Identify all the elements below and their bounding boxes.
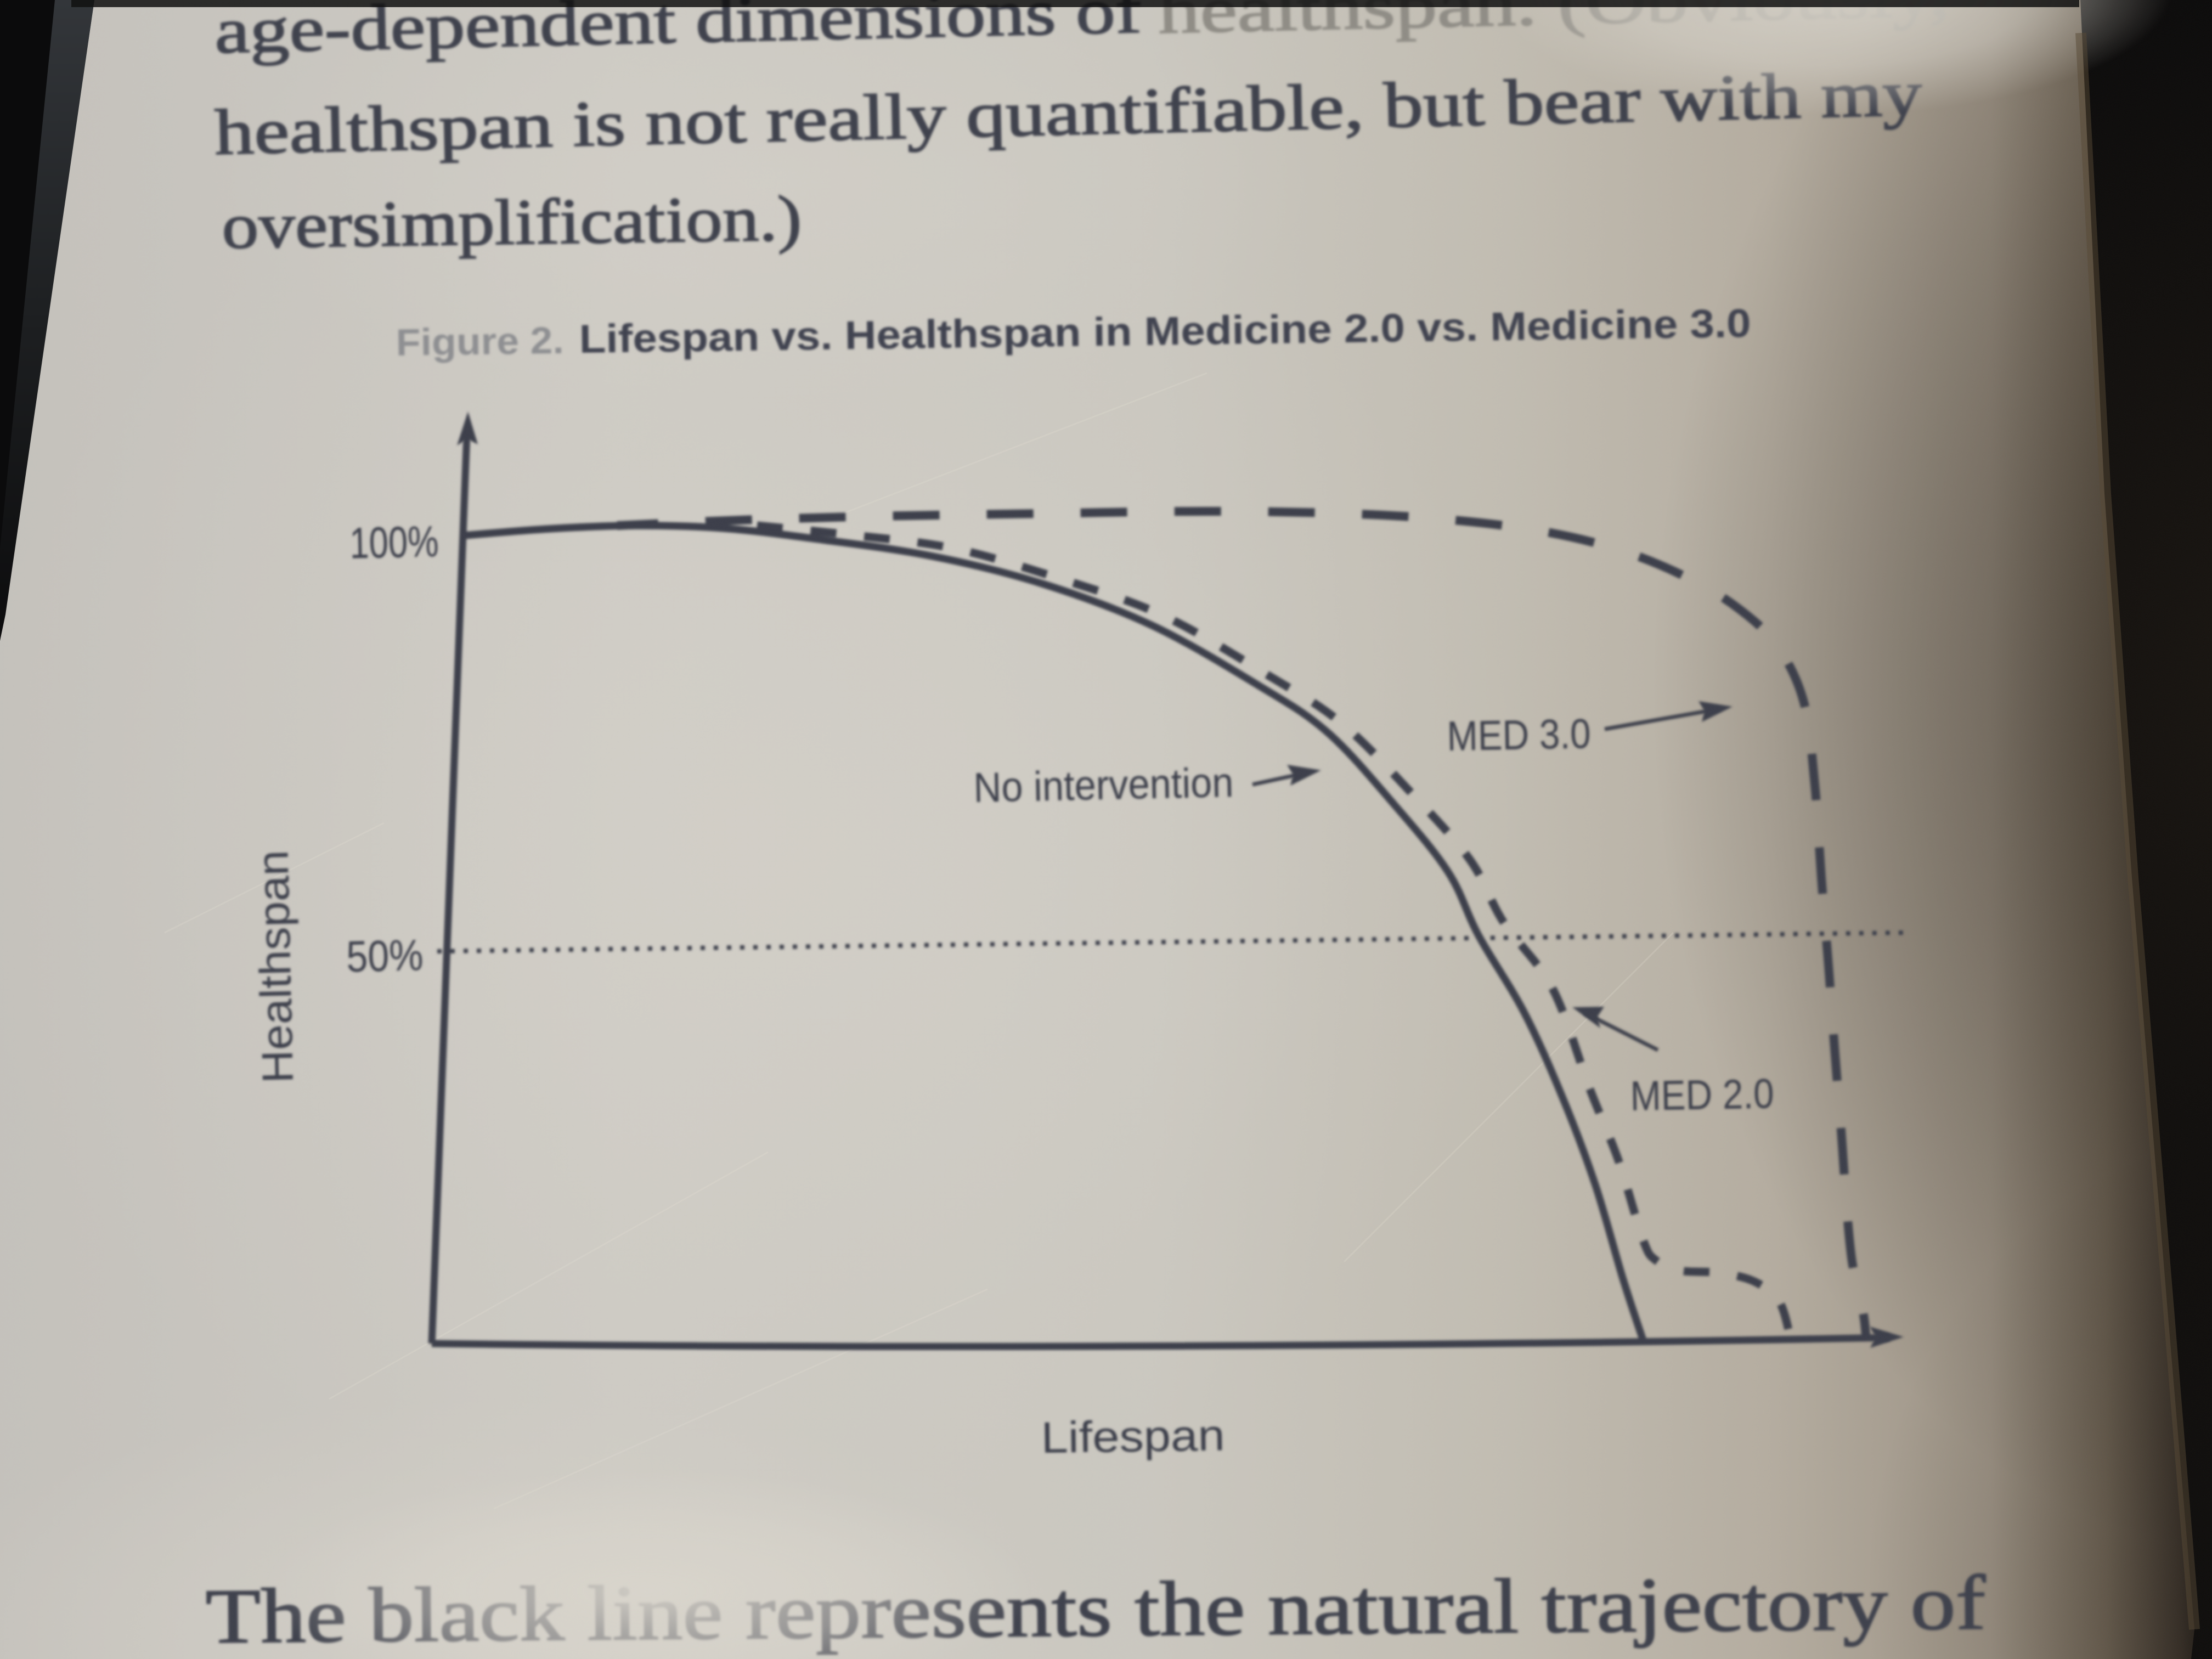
svg-text:100%: 100% — [349, 517, 439, 568]
svg-text:Figure 2.: Figure 2. — [396, 319, 564, 364]
svg-text:oversimplification.): oversimplification.) — [222, 182, 803, 262]
svg-text:MED 3.0: MED 3.0 — [1447, 710, 1591, 760]
svg-text:No intervention: No intervention — [973, 759, 1234, 811]
svg-text:Lifespan: Lifespan — [1041, 1410, 1225, 1462]
svg-text:50%: 50% — [346, 930, 424, 981]
svg-text:MED 2.0: MED 2.0 — [1630, 1070, 1774, 1120]
svg-text:Healthspan: Healthspan — [248, 850, 302, 1084]
